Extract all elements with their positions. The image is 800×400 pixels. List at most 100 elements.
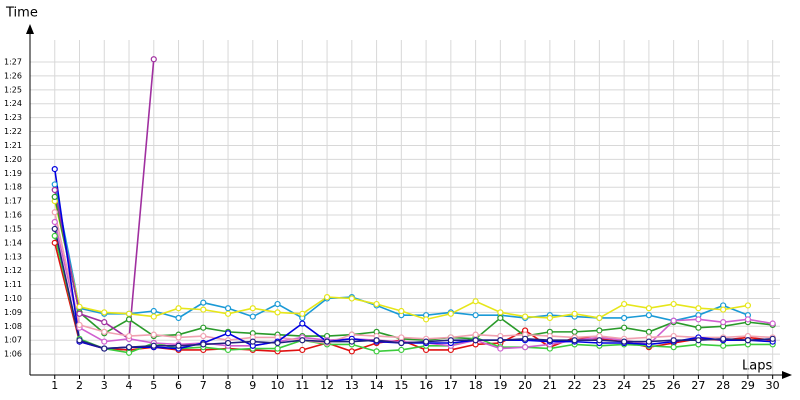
point <box>621 324 628 331</box>
x-tick-label: 3 <box>101 379 108 392</box>
point <box>76 321 83 329</box>
point <box>175 342 182 349</box>
y-tick-label: 1:12 <box>4 266 22 275</box>
point <box>522 344 529 351</box>
y-axis-label: Time <box>5 6 38 21</box>
y-tick-label: 1:08 <box>4 322 22 331</box>
point <box>101 328 108 335</box>
x-tick-label: 1 <box>51 379 58 392</box>
x-tick-label: 12 <box>320 379 334 392</box>
point <box>670 300 677 308</box>
x-tick-label: 24 <box>617 379 631 392</box>
x-axis-arrow <box>782 371 792 379</box>
point <box>51 181 58 188</box>
y-tick-label: 1:07 <box>4 336 22 345</box>
point <box>596 337 603 344</box>
point <box>621 314 628 322</box>
point <box>51 232 58 239</box>
x-tick-label: 29 <box>741 379 755 392</box>
x-tick-label: 30 <box>766 379 780 392</box>
y-tick-label: 1:06 <box>4 350 22 359</box>
point <box>695 305 702 312</box>
point <box>447 337 454 344</box>
point <box>596 314 603 322</box>
point <box>670 337 677 344</box>
point <box>274 345 281 352</box>
point <box>621 300 628 308</box>
point <box>224 310 232 317</box>
point <box>472 312 479 319</box>
y-tick-label: 1:13 <box>4 252 22 261</box>
point <box>522 335 529 342</box>
point <box>720 342 727 349</box>
point <box>744 302 752 309</box>
x-tick-label: 21 <box>543 379 557 392</box>
point <box>546 314 553 322</box>
point <box>422 316 430 323</box>
point <box>51 186 58 194</box>
series-line <box>53 221 773 350</box>
x-tick-label: 18 <box>469 379 483 392</box>
point <box>571 328 578 335</box>
point <box>472 298 479 305</box>
y-tick-label: 1:23 <box>4 113 22 122</box>
y-tick-label: 1:20 <box>4 155 22 164</box>
x-tick-label: 17 <box>444 379 458 392</box>
point <box>200 332 207 340</box>
x-tick-label: 27 <box>691 379 705 392</box>
point <box>224 330 232 337</box>
y-tick-label: 1:10 <box>4 294 22 303</box>
point <box>497 309 504 316</box>
point <box>224 305 232 312</box>
x-tick-label: 2 <box>76 379 83 392</box>
x-tick-label: 13 <box>345 379 359 392</box>
point <box>51 209 58 216</box>
point <box>522 313 529 320</box>
point <box>101 319 108 326</box>
point <box>125 344 133 351</box>
y-tick-label: 1:27 <box>4 57 22 66</box>
point <box>720 319 727 326</box>
point <box>472 337 479 344</box>
y-tick-label: 1:14 <box>4 238 22 247</box>
point <box>200 306 207 313</box>
point <box>695 337 702 344</box>
point <box>398 334 405 341</box>
point <box>125 332 133 340</box>
point <box>744 337 752 344</box>
y-tick-label: 1:24 <box>4 99 22 108</box>
x-tick-label: 16 <box>419 379 433 392</box>
point <box>769 335 776 342</box>
point <box>472 331 479 338</box>
point <box>398 346 405 354</box>
point <box>76 303 83 310</box>
x-tick-label: 25 <box>642 379 656 392</box>
x-tick-label: 7 <box>200 379 207 392</box>
point <box>769 320 776 327</box>
point <box>299 320 306 327</box>
point <box>398 307 405 315</box>
point <box>51 225 58 233</box>
y-tick-label: 1:21 <box>4 141 22 150</box>
point <box>224 339 232 347</box>
series-line <box>53 196 773 342</box>
point <box>150 342 157 349</box>
point <box>51 193 58 201</box>
x-tick-label: 5 <box>150 379 157 392</box>
point <box>645 305 652 312</box>
point <box>695 324 702 331</box>
point <box>101 309 108 316</box>
point <box>645 338 652 345</box>
x-tick-label: 11 <box>295 379 309 392</box>
x-tick-label: 26 <box>667 379 681 392</box>
point <box>571 310 578 317</box>
point <box>546 337 553 344</box>
x-tick-label: 23 <box>592 379 606 392</box>
point <box>125 349 133 356</box>
point <box>670 344 677 351</box>
point <box>744 316 752 323</box>
point <box>348 348 355 355</box>
point <box>200 299 207 306</box>
point <box>51 166 58 173</box>
y-tick-label: 1:26 <box>4 71 22 80</box>
